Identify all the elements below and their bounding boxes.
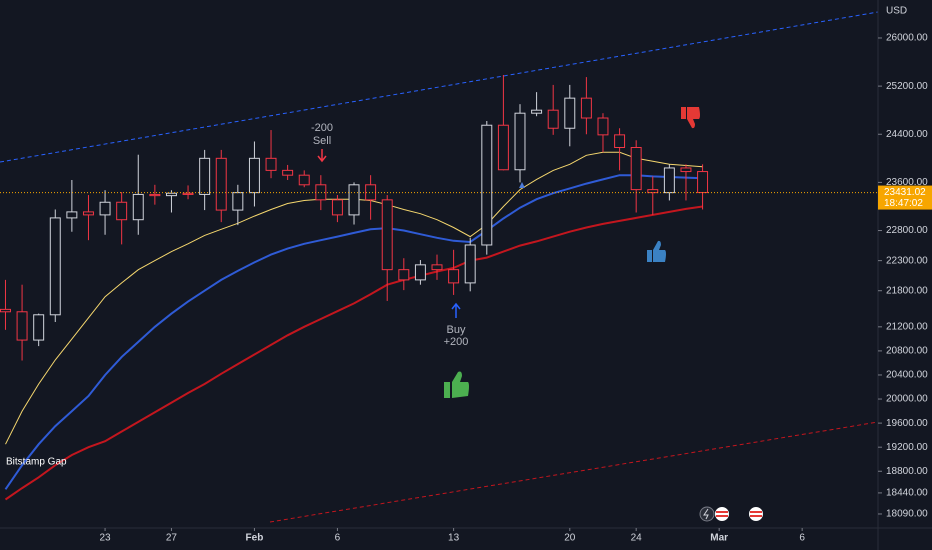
- candle-body: [630, 146, 642, 191]
- channel-bottom: [269, 421, 879, 523]
- y-tick-label: 20000.00: [886, 394, 928, 405]
- candle-body: [448, 269, 460, 284]
- candle-body: [82, 211, 94, 216]
- y-tick-label: 23600.00: [886, 177, 928, 188]
- thumb-up-green: [444, 371, 469, 398]
- candle-body: [348, 184, 360, 216]
- y-tick-label: 21800.00: [886, 285, 928, 296]
- sell-text: Sell: [313, 135, 331, 147]
- last-price-box: [878, 185, 932, 210]
- y-tick-label: 21200.00: [886, 321, 928, 332]
- sell-arrow: [317, 149, 327, 163]
- y-tick-label: 26000.00: [886, 33, 928, 44]
- candle-body: [199, 157, 211, 195]
- y-tick-label: 19200.00: [886, 442, 928, 453]
- x-tick-label: 27: [166, 533, 178, 544]
- candle-body: [381, 199, 393, 271]
- candle-body: [580, 97, 592, 119]
- candle-body: [614, 134, 626, 148]
- x-tick-label: 6: [335, 533, 341, 544]
- candle-body: [697, 171, 709, 194]
- candle-body: [132, 193, 144, 221]
- x-tick-label: Feb: [246, 533, 264, 544]
- moving-average: [4, 205, 703, 501]
- y-tick-label: 18090.00: [886, 509, 928, 520]
- y-tick-label: 20400.00: [886, 370, 928, 381]
- y-tick-label: 18440.00: [886, 488, 928, 499]
- buy-arrow: [451, 302, 461, 318]
- candle-body: [116, 201, 128, 221]
- moving-average: [4, 174, 703, 490]
- candle-body: [398, 269, 410, 281]
- y-tick-label: 20800.00: [886, 346, 928, 357]
- candle-body: [49, 217, 61, 316]
- candle-body: [99, 201, 111, 216]
- buy-text: Buy: [447, 324, 466, 336]
- x-tick-label: 23: [99, 533, 111, 544]
- buy-amount: +200: [444, 336, 469, 348]
- sell-amount: -200: [311, 122, 333, 134]
- candle-body: [165, 192, 177, 197]
- candle-body: [232, 192, 244, 211]
- marker: [519, 182, 525, 188]
- thumb-up-blue: [647, 240, 666, 262]
- candle-body: [547, 109, 559, 129]
- candle-body: [497, 124, 509, 171]
- candle-body: [66, 211, 78, 219]
- y-tick-label: 19600.00: [886, 418, 928, 429]
- candle-body: [282, 169, 294, 176]
- y-tick-label: 22300.00: [886, 255, 928, 266]
- y-tick-label: 25200.00: [886, 81, 928, 92]
- x-tick-label: 20: [564, 533, 576, 544]
- candle-body: [464, 244, 476, 284]
- gap-label: Bitstamp Gap: [6, 457, 67, 468]
- candle-body: [365, 184, 377, 201]
- candle-body: [597, 117, 609, 136]
- candle-body: [481, 124, 493, 246]
- candle-body: [149, 193, 161, 197]
- candle-body: [0, 308, 11, 313]
- candle-body: [215, 157, 227, 211]
- event-icons: [699, 506, 763, 522]
- thumb-down-red: [681, 107, 700, 129]
- candle-body: [298, 174, 310, 186]
- candle-body: [647, 189, 659, 194]
- channel-top: [0, 11, 879, 163]
- candle-body: [33, 314, 45, 341]
- y-tick-label: 18800.00: [886, 466, 928, 477]
- candle-body: [680, 167, 692, 173]
- candle-body: [248, 157, 260, 194]
- candle-body: [414, 264, 426, 281]
- candle-body: [564, 97, 576, 129]
- plot: [0, 74, 709, 501]
- y-tick-label: 22800.00: [886, 225, 928, 236]
- y-tick-label: 24400.00: [886, 129, 928, 140]
- candle-body: [331, 199, 343, 216]
- last-price: 23431.02: [884, 187, 926, 198]
- candle-body: [182, 192, 194, 195]
- countdown: 18:47:02: [884, 198, 923, 209]
- candle-body: [531, 109, 543, 114]
- candle-body: [663, 167, 675, 194]
- currency: USD: [886, 6, 907, 17]
- candle-body: [265, 157, 277, 171]
- x-tick-label: 24: [631, 533, 643, 544]
- x-tick-label: Mar: [710, 533, 728, 544]
- candle-body: [514, 112, 526, 171]
- candle-body: [16, 311, 28, 341]
- x-tick-label: 13: [448, 533, 460, 544]
- candle-body: [431, 264, 443, 271]
- x-tick-label: 6: [799, 533, 805, 544]
